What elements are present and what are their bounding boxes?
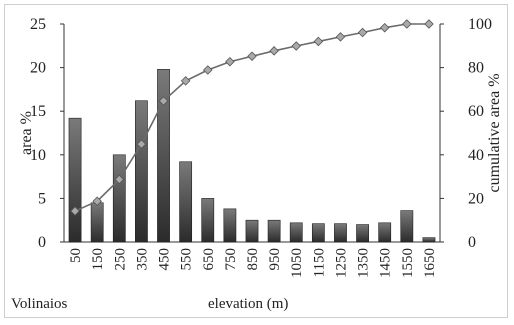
x-tick-label: 1550 — [400, 248, 416, 278]
cumulative-point — [247, 51, 257, 62]
right-y-tick-label: 60 — [468, 103, 484, 120]
cumulative-point — [335, 32, 346, 42]
left-y-tick-label: 10 — [30, 147, 46, 164]
x-tick-label: 550 — [179, 248, 195, 271]
chart-frame — [4, 4, 508, 318]
cumulative-point — [114, 174, 125, 185]
bar-area-pct — [334, 223, 347, 243]
x-tick-label: 1150 — [311, 248, 327, 277]
cumulative-point — [357, 27, 368, 38]
bar-area-pct — [157, 69, 170, 243]
bar-area-pct — [422, 237, 436, 243]
left-y-tick-label: 25 — [30, 16, 46, 33]
cumulative-point — [313, 36, 324, 47]
x-tick-label: 1250 — [333, 248, 349, 278]
left-y-axis-title: area % — [18, 111, 35, 155]
left-y-tick-label: 5 — [38, 190, 46, 207]
cumulative-point — [291, 41, 302, 51]
right-y-tick-label: 80 — [468, 60, 484, 77]
right-y-axis-title: cumulative area % — [486, 73, 503, 192]
bar-area-pct — [356, 224, 369, 243]
bar-area-pct — [289, 222, 303, 243]
x-tick-label: 850 — [245, 248, 261, 271]
x-tick-label: 1350 — [356, 248, 372, 278]
region-label: Volinaios — [11, 296, 68, 312]
bar-area-pct — [311, 223, 325, 243]
x-axis-title: elevation (m) — [208, 296, 289, 312]
cumulative-point — [402, 19, 412, 29]
x-tick-label: 450 — [157, 248, 173, 271]
cumulative-point — [379, 22, 390, 33]
bar-area-pct — [112, 154, 126, 243]
x-tick-label: 350 — [134, 248, 150, 271]
cumulative-point — [180, 76, 191, 86]
x-tick-label: 950 — [267, 248, 283, 271]
bar-area-pct — [201, 198, 215, 243]
right-y-tick-label: 40 — [468, 147, 484, 164]
bar-area-pct — [267, 219, 281, 243]
left-y-tick-label: 15 — [30, 103, 46, 120]
cumulative-point — [158, 96, 169, 106]
bar-area-pct — [90, 202, 104, 243]
bar-area-pct — [245, 219, 259, 243]
bar-area-pct — [400, 210, 414, 243]
bar-area-pct — [378, 222, 392, 243]
x-tick-label: 1450 — [378, 248, 394, 278]
cumulative-point — [92, 196, 102, 206]
cumulative-point — [269, 46, 279, 56]
cumulative-point — [202, 65, 213, 75]
cumulative-point — [70, 206, 80, 216]
left-y-tick-label: 0 — [38, 234, 46, 251]
bar-area-pct — [179, 161, 193, 243]
bar-area-pct — [223, 208, 237, 243]
right-y-tick-label: 100 — [468, 16, 492, 33]
cumulative-point — [424, 19, 434, 29]
bar-area-pct — [135, 100, 148, 243]
x-tick-label: 650 — [201, 248, 217, 271]
right-y-tick-label: 0 — [468, 234, 476, 251]
x-tick-label: 1050 — [289, 248, 305, 278]
x-tick-label: 1650 — [422, 248, 438, 278]
x-tick-label: 150 — [90, 248, 106, 271]
left-y-tick-label: 20 — [30, 60, 46, 77]
cumulative-point — [136, 139, 147, 149]
cumulative-point — [225, 56, 235, 67]
x-tick-label: 50 — [68, 248, 84, 263]
x-tick-label: 750 — [223, 248, 239, 271]
right-y-tick-label: 20 — [468, 190, 484, 207]
bar-area-pct — [68, 117, 82, 243]
x-tick-label: 250 — [112, 248, 128, 271]
